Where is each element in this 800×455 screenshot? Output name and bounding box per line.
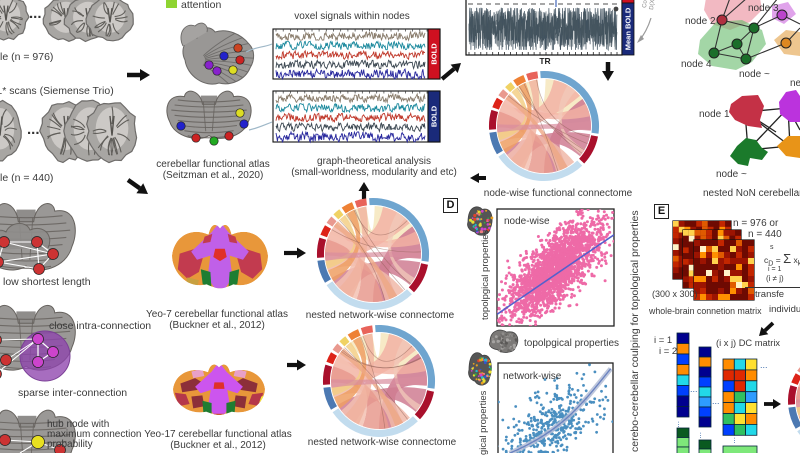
svg-text:...: ...: [27, 121, 40, 138]
svg-text:voxel signals within nodes: voxel signals within nodes: [294, 11, 410, 22]
svg-text:...: ...: [29, 5, 42, 22]
svg-text:TR: TR: [539, 56, 550, 66]
svg-text:...: ...: [698, 432, 707, 439]
svg-text:...: ...: [676, 421, 685, 428]
svg-text:attention: attention: [181, 0, 221, 11]
svg-text:...: ...: [712, 396, 720, 406]
svg-text:D(X): D(X): [649, 0, 656, 10]
svg-text:Mean BOLD: Mean BOLD: [624, 7, 633, 50]
svg-text:...: ...: [732, 437, 741, 444]
svg-text:...: ...: [690, 384, 698, 394]
svg-text:...: ...: [760, 360, 768, 370]
svg-text:BOLD: BOLD: [430, 105, 439, 127]
svg-text:BOLD: BOLD: [430, 43, 439, 65]
